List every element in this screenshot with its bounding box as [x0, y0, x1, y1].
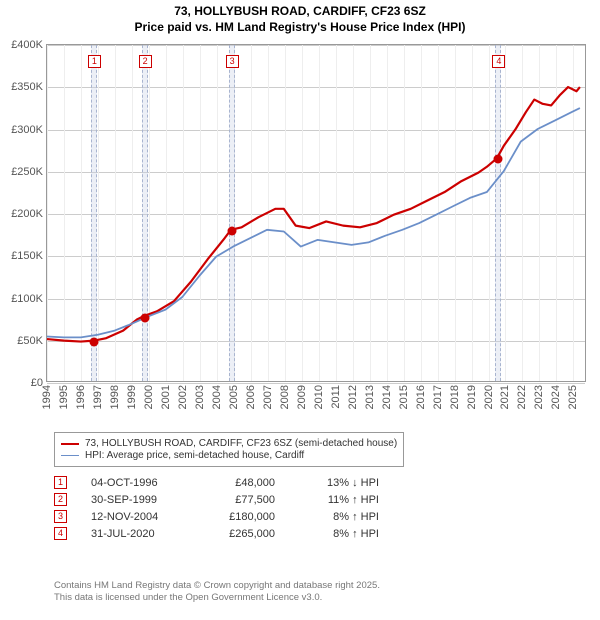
sale-price: £48,000	[205, 477, 275, 489]
sale-row-marker: 3	[54, 510, 67, 523]
y-tick-label: £400K	[11, 39, 43, 51]
sale-row: 1 04-OCT-1996 £48,000 13% ↓ HPI	[54, 476, 379, 489]
x-tick-label: 1998	[109, 385, 121, 409]
y-tick-label: £300K	[11, 124, 43, 136]
legend-swatch	[61, 443, 79, 445]
sale-row-marker: 4	[54, 527, 67, 540]
sale-delta: 8% ↑ HPI	[299, 511, 379, 523]
legend-item: HPI: Average price, semi-detached house,…	[61, 450, 397, 461]
sale-row: 3 12-NOV-2004 £180,000 8% ↑ HPI	[54, 510, 379, 523]
sale-dot	[494, 155, 503, 164]
sale-delta: 8% ↑ HPI	[299, 528, 379, 540]
chart-subtitle: Price paid vs. HM Land Registry's House …	[0, 20, 600, 40]
x-tick-label: 2017	[432, 385, 444, 409]
sale-price: £265,000	[205, 528, 275, 540]
x-tick-label: 2023	[533, 385, 545, 409]
sale-marker: 2	[139, 55, 152, 68]
chart-plot-area: £0£50K£100K£150K£200K£250K£300K£350K£400…	[46, 44, 586, 382]
legend-item: 73, HOLLYBUSH ROAD, CARDIFF, CF23 6SZ (s…	[61, 438, 397, 449]
sales-table: 1 04-OCT-1996 £48,000 13% ↓ HPI 2 30-SEP-1999…	[54, 472, 379, 544]
sale-row-marker: 1	[54, 476, 67, 489]
chart-title: 73, HOLLYBUSH ROAD, CARDIFF, CF23 6SZ	[0, 0, 600, 20]
x-tick-label: 2019	[466, 385, 478, 409]
sale-date: 30-SEP-1999	[91, 494, 181, 506]
x-tick-label: 2020	[483, 385, 495, 409]
x-tick-label: 1997	[92, 385, 104, 409]
x-tick-label: 2002	[177, 385, 189, 409]
sale-date: 31-JUL-2020	[91, 528, 181, 540]
footer-line-1: Contains HM Land Registry data © Crown c…	[54, 580, 380, 592]
y-tick-label: £200K	[11, 208, 43, 220]
series-line	[47, 108, 580, 337]
attribution-footer: Contains HM Land Registry data © Crown c…	[54, 580, 380, 605]
x-tick-label: 2006	[245, 385, 257, 409]
sale-marker: 4	[492, 55, 505, 68]
x-tick-label: 2001	[160, 385, 172, 409]
sale-row: 2 30-SEP-1999 £77,500 11% ↑ HPI	[54, 493, 379, 506]
x-tick-label: 2011	[330, 385, 342, 409]
x-tick-label: 2004	[211, 385, 223, 409]
y-tick-label: £150K	[11, 250, 43, 262]
chart-legend: 73, HOLLYBUSH ROAD, CARDIFF, CF23 6SZ (s…	[54, 432, 404, 467]
x-tick-label: 1994	[41, 385, 53, 409]
x-tick-label: 2024	[550, 385, 562, 409]
x-tick-label: 2007	[262, 385, 274, 409]
sale-date: 12-NOV-2004	[91, 511, 181, 523]
x-tick-label: 2005	[228, 385, 240, 409]
sale-marker: 1	[88, 55, 101, 68]
x-tick-label: 2012	[347, 385, 359, 409]
x-tick-label: 2013	[364, 385, 376, 409]
sale-dot	[140, 313, 149, 322]
x-tick-label: 2008	[279, 385, 291, 409]
x-tick-label: 2015	[398, 385, 410, 409]
plot-svg	[47, 45, 585, 381]
x-tick-label: 2025	[567, 385, 579, 409]
x-tick-label: 2021	[499, 385, 511, 409]
sale-dot	[227, 226, 236, 235]
x-tick-label: 2009	[296, 385, 308, 409]
footer-line-2: This data is licensed under the Open Gov…	[54, 592, 380, 604]
sale-marker: 3	[226, 55, 239, 68]
x-tick-label: 2022	[516, 385, 528, 409]
sale-row: 4 31-JUL-2020 £265,000 8% ↑ HPI	[54, 527, 379, 540]
y-tick-label: £50K	[17, 335, 43, 347]
y-tick-label: £250K	[11, 166, 43, 178]
sale-delta: 13% ↓ HPI	[299, 477, 379, 489]
x-tick-label: 1995	[58, 385, 70, 409]
legend-label: HPI: Average price, semi-detached house,…	[85, 450, 304, 461]
sale-dot	[89, 338, 98, 347]
x-tick-label: 2018	[449, 385, 461, 409]
x-tick-label: 1996	[75, 385, 87, 409]
y-tick-label: £100K	[11, 293, 43, 305]
x-tick-label: 2010	[313, 385, 325, 409]
sale-price: £77,500	[205, 494, 275, 506]
y-tick-label: £350K	[11, 81, 43, 93]
x-tick-label: 2000	[143, 385, 155, 409]
series-line	[47, 87, 580, 341]
sale-price: £180,000	[205, 511, 275, 523]
sale-date: 04-OCT-1996	[91, 477, 181, 489]
legend-swatch	[61, 455, 79, 456]
legend-label: 73, HOLLYBUSH ROAD, CARDIFF, CF23 6SZ (s…	[85, 438, 397, 449]
gridline-h	[47, 383, 585, 384]
x-tick-label: 1999	[126, 385, 138, 409]
sale-row-marker: 2	[54, 493, 67, 506]
x-tick-label: 2003	[194, 385, 206, 409]
x-tick-label: 2014	[381, 385, 393, 409]
sale-delta: 11% ↑ HPI	[299, 494, 379, 506]
x-tick-label: 2016	[415, 385, 427, 409]
